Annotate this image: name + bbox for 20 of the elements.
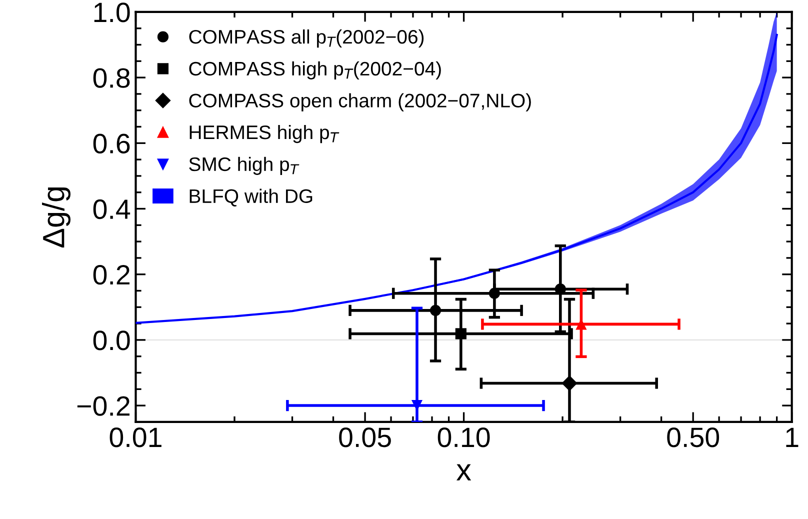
- y-tick-label: 0.8: [93, 68, 130, 88]
- y-tick-label: 0.2: [93, 265, 130, 285]
- legend-label: COMPASS all p$_{T}$(2002−06): [189, 29, 424, 48]
- y-tick-label: 0.6: [93, 134, 130, 154]
- x-tick-label: 0.01: [110, 428, 162, 448]
- y-tick-label: 0.4: [93, 199, 130, 220]
- y-tick-label: 0.0: [93, 330, 130, 350]
- legend-label: SMC high p$_{T}$: [189, 156, 300, 175]
- x-axis-title: x: [456, 464, 472, 480]
- legend-label: BLFQ with DG: [190, 188, 312, 206]
- y-tick-label: −0.2: [77, 396, 130, 416]
- x-tick-label: 0.05: [339, 428, 391, 448]
- x-tick-label: 1: [786, 428, 798, 447]
- x-tick-label: 0.50: [667, 428, 720, 448]
- legend-label: COMPASS open charm (2002−07,NLO): [189, 93, 531, 112]
- legend-label: COMPASS high p$_{T}$(2002−04): [189, 61, 441, 80]
- x-tick-label: 0.10: [438, 428, 490, 448]
- y-tick-label: 1.0: [94, 2, 130, 22]
- legend-label: HERMES high p$_{T}$: [190, 124, 340, 144]
- y-axis-title: Δg/g: [42, 187, 70, 248]
